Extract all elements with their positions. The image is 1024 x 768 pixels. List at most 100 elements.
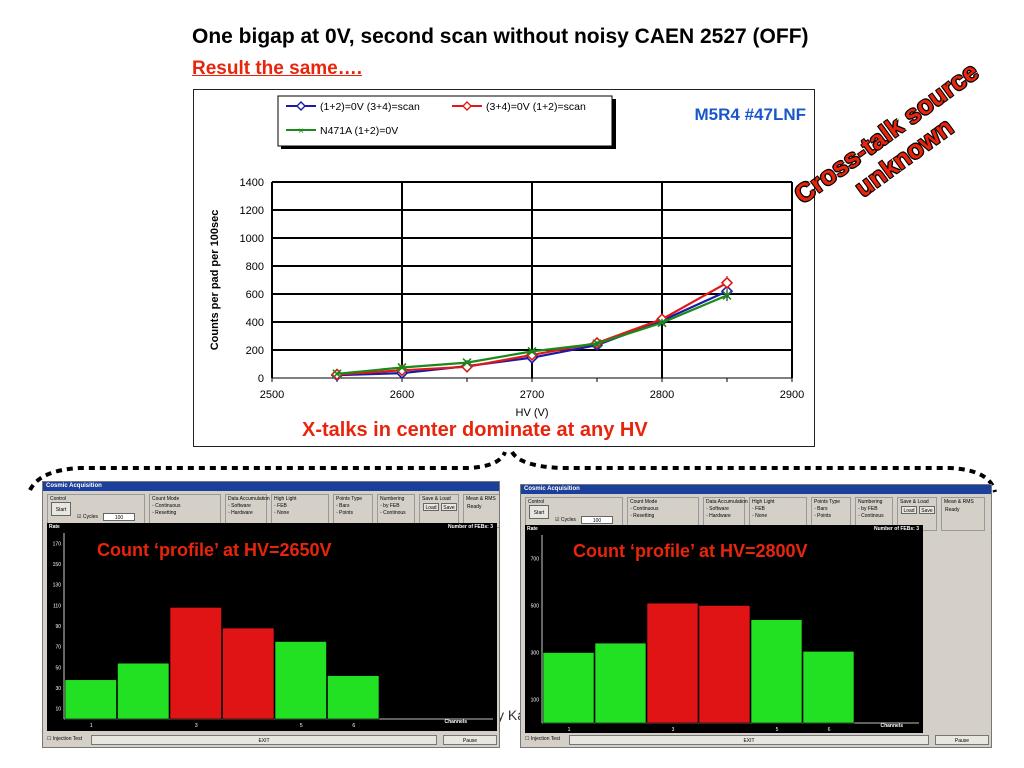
point-x-stroke [332,369,342,379]
series-point [397,362,407,373]
y-tick-label: 110 [53,603,61,609]
profile-bar [327,675,380,720]
radio-option[interactable]: ◦ Bars [814,506,828,512]
x-tick-label: 5 [776,727,779,733]
profile-bar [750,619,803,724]
point-x-stroke [592,339,602,349]
y-tick-label: 30 [55,686,61,692]
group-label: Data Accumulation [706,499,748,505]
cycles-label[interactable]: ☑ Cycles [555,517,576,523]
group-label: Save & Load [900,499,929,505]
series-point [720,276,734,289]
radio-option[interactable]: ◦ Continuous [630,506,659,512]
save-button[interactable]: Save [441,503,457,511]
bottom-bar: ☐ Injection Test EXIT Pause [43,733,499,747]
rate-plot: Rate Number of FEBs: 3 Channels 100 300 500 70… [525,525,923,735]
group-label: Numbering [380,496,405,502]
legend-marker [462,101,472,111]
y-tick-label: 0 [258,373,264,385]
status-ready: Ready [945,507,960,513]
save-button[interactable]: Save [919,506,935,514]
series-point [722,290,732,300]
x-tick-label: 2500 [260,389,284,401]
x-tick-label: 3 [195,723,198,729]
cycles-input[interactable]: 100 [581,516,613,524]
load-button[interactable]: Load [423,503,439,511]
radio-option[interactable]: ◦ Bars [336,503,350,509]
radio-option[interactable]: ◦ FEB [274,503,287,509]
radio-option[interactable]: ◦ Points [336,510,354,516]
exit-button[interactable]: EXIT [91,735,437,745]
profile-label: Count ‘profile’ at HV=2650V [97,540,332,560]
profile-bar [222,627,275,720]
y-tick-label: 200 [246,345,264,357]
radio-option[interactable]: ◦ None [274,510,290,516]
group-label: Mean & RMS [944,499,974,505]
radio-option[interactable]: ◦ Points [814,513,832,519]
y-tick-label: 130 [53,583,62,589]
group-label: Control [528,499,545,505]
cycles-input[interactable]: 100 [103,513,135,521]
pause-button[interactable]: Pause [443,735,497,745]
group-label: Points Type [814,499,841,505]
group-label: Numbering [858,499,883,505]
radio-option[interactable]: ◦ by FEB [380,503,400,509]
pause-button[interactable]: Pause [935,735,989,745]
feb-count: Number of FEBs: 3 [447,524,493,530]
y-tick-label: 800 [246,261,264,273]
y-tick-label: 50 [55,665,61,671]
profile-svg: 100 300 500 700 1 3 5 6 [531,535,919,733]
dotted-connector [28,450,997,493]
profile-bar [169,607,222,720]
slide-title: One bigap at 0V, second scan without noi… [192,25,809,48]
radio-option[interactable]: ◦ None [752,513,768,519]
legend-frame [277,95,613,147]
radio-option[interactable]: ◦ Resetting [630,513,655,519]
injection-test-checkbox[interactable]: ☐ Injection Test [525,736,560,742]
start-button[interactable]: Start [529,505,549,519]
channels-label: Channels [444,719,467,725]
x-axis-label: HV (V) [516,407,549,419]
group-label: Control [50,496,67,502]
radio-option[interactable]: ◦ Software [706,506,729,512]
x-tick-label: 3 [672,727,675,733]
profile-bar [802,651,855,724]
radio-option[interactable]: ◦ Hardware [706,513,731,519]
injection-test-checkbox[interactable]: ☐ Injection Test [47,736,82,742]
window-titlebar: Cosmic Acquisition [43,482,499,491]
x-tick-label: 2900 [780,389,804,401]
y-tick-label: 10 [55,707,61,713]
y-tick-label: 700 [531,557,540,563]
radio-option[interactable]: ◦ Continous [858,513,884,519]
radio-option[interactable]: ◦ Continuous [152,503,181,509]
radio-option[interactable]: ◦ FEB [752,506,765,512]
y-tick-label: 170 [53,541,62,547]
profile-svg: 10 30 50 70 90 110 130 150 170 1 3 5 6 [53,533,493,729]
profile-bar [542,652,595,724]
y-tick-label: 500 [531,604,540,610]
profile-bar [274,641,327,720]
radio-option[interactable]: ◦ by FEB [858,506,878,512]
y-tick-label: 600 [246,289,264,301]
load-button[interactable]: Load [901,506,917,514]
legend-label: N471A (1+2)=0V [320,125,398,137]
legend-marker [296,101,306,111]
y-tick-label: 1400 [240,177,264,189]
legend-label: (1+2)=0V (3+4)=scan [320,101,420,113]
group-label: Count Mode [630,499,658,505]
cycles-label[interactable]: ☑ Cycles [77,514,98,520]
radio-option[interactable]: ◦ Software [228,503,251,509]
radio-option[interactable]: ◦ Resetting [152,510,177,516]
y-tick-label: 70 [55,645,61,651]
radio-option[interactable]: ◦ Hardware [228,510,253,516]
legend-shadow [612,99,616,149]
y-tick-label: 1000 [240,233,264,245]
slide-subtitle: Result the same…. [192,58,362,79]
profile-bar [117,662,170,720]
start-button[interactable]: Start [51,502,71,516]
profile-bar [594,642,647,724]
radio-option[interactable]: ◦ Continous [380,510,406,516]
group-label: Count Mode [152,496,180,502]
window-titlebar: Cosmic Acquisition [521,485,991,494]
exit-button[interactable]: EXIT [569,735,929,745]
